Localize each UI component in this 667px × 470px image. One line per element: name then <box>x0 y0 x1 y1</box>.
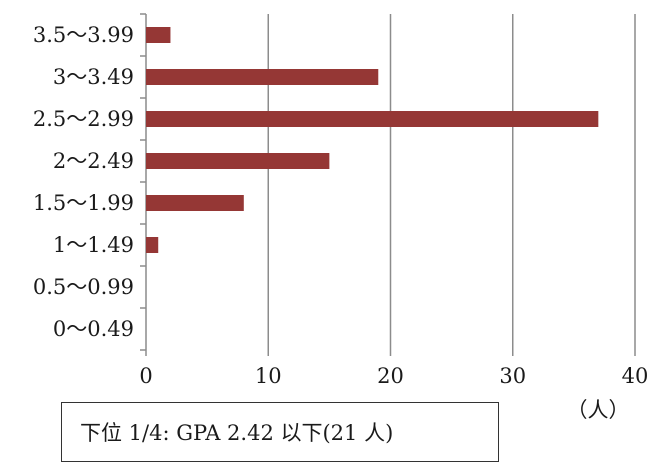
annotation-box: 下位 1/4: GPA 2.42 以下(21 人) <box>61 402 499 462</box>
x-axis-label: （人） <box>567 398 630 422</box>
category-label: 0.5〜0.99 <box>33 275 134 299</box>
category-label: 1.5〜1.99 <box>33 191 134 215</box>
category-label: 0〜0.49 <box>53 317 134 341</box>
category-label: 3.5〜3.99 <box>33 23 134 47</box>
annotation-text: 下位 1/4: GPA 2.42 以下(21 人) <box>80 421 394 445</box>
category-label: 3〜3.49 <box>53 65 134 89</box>
bar <box>146 69 379 85</box>
x-tick-label: 10 <box>255 364 282 388</box>
bar <box>146 195 244 211</box>
bar <box>146 111 599 127</box>
bar <box>146 237 159 253</box>
x-tick-label: 40 <box>622 364 649 388</box>
x-tick-label: 20 <box>377 364 404 388</box>
bar <box>146 153 330 169</box>
category-label: 2〜2.49 <box>53 149 134 173</box>
x-tick-label: 0 <box>139 364 152 388</box>
category-label: 2.5〜2.99 <box>33 107 134 131</box>
x-tick-label: 30 <box>499 364 526 388</box>
bar <box>146 27 171 43</box>
category-label: 1〜1.49 <box>53 233 134 257</box>
